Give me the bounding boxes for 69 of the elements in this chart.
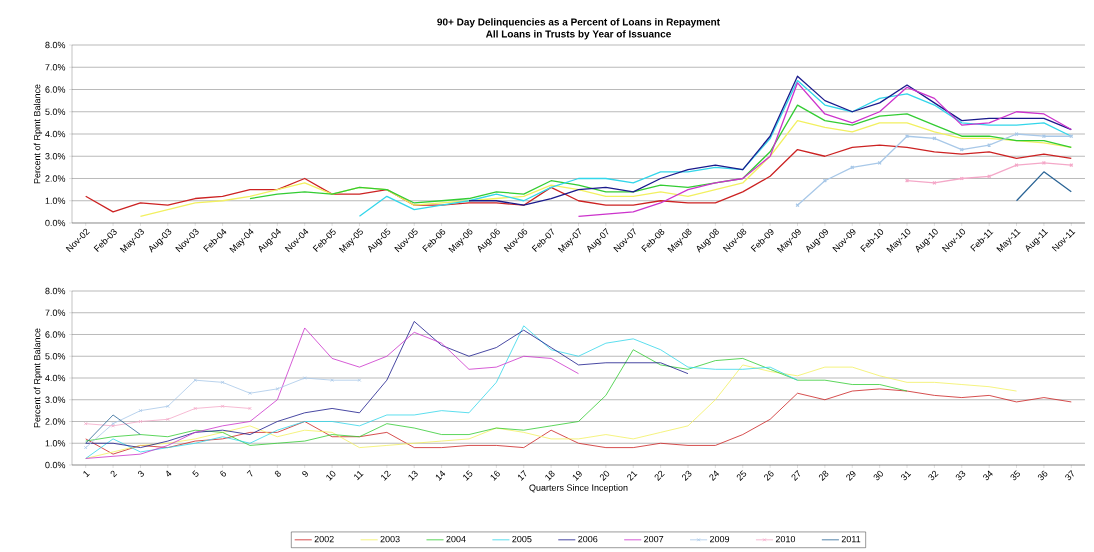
x-tick-label: 19 [572,470,582,481]
x-tick-label: 12 [381,470,391,481]
x-tick-label: 21 [627,471,638,481]
x-tick-label: 16 [490,470,500,481]
y-tick-label: 6.0% [45,86,66,93]
legend-label: 2006 [578,535,598,543]
x-tick-label: 37 [1065,470,1074,481]
x-tick-label: 35 [1010,470,1020,481]
x-tick-label: 20 [599,470,610,481]
legend-label: 2004 [446,535,466,543]
y-tick-label: 7.0% [45,64,66,71]
x-tick-label: 13 [408,470,418,481]
legend-label: 2005 [512,535,532,543]
y-tick-label: 3.0% [45,153,66,160]
y-tick-label: 6.0% [45,331,66,338]
x-tick-label: 28 [818,470,829,481]
x-tick-label: 15 [463,470,473,481]
x-tick-label: 11 [354,471,364,481]
x-tick-label: 33 [955,470,966,481]
x-tick-label: 17 [517,470,527,481]
legend-label: 2003 [380,535,400,543]
legend-label: 2002 [314,535,334,543]
x-tick-label: 14 [435,470,446,481]
x-tick-label: 25 [736,470,747,481]
y-axis-title: Percent of Rpmt Balance [33,328,43,428]
y-tick-label: 3.0% [45,396,66,403]
y-tick-label: 0.0% [45,461,66,469]
x-tick-label: 7 [246,470,253,477]
x-tick-label: 10 [326,470,336,481]
y-tick-label: 4.0% [45,130,66,138]
x-tick-label: 2 [110,470,118,478]
x-tick-label: 36 [1037,470,1048,481]
legend-label: 2010 [775,535,796,543]
y-tick-label: 0.0% [45,219,66,227]
x-tick-label: 31 [900,471,912,481]
x-tick-label: 27 [791,470,801,481]
y-tick-label: 7.0% [45,309,66,316]
y-tick-label: 8.0% [45,41,66,49]
x-tick-label: 24 [709,470,720,481]
y-axis-title: Percent of Rpmt Balance [33,84,43,184]
y-tick-label: 5.0% [45,108,66,115]
x-tick-label: 29 [846,470,856,481]
x-tick-label: 23 [682,470,692,481]
legend-label: 2011 [841,535,861,543]
x-tick-label: 8 [274,470,281,477]
x-tick-label: 4 [166,470,172,477]
legend-label: 2009 [709,535,730,543]
chart-subtitle: All Loans in Trusts by Year of Issuance [485,30,671,40]
x-tick-label: 26 [764,470,774,481]
x-tick-label: 5 [192,470,199,477]
x-tick-label: 18 [545,470,555,481]
y-tick-label: 2.0% [45,175,66,182]
y-tick-label: 5.0% [45,353,66,360]
x-tick-label: 30 [873,470,883,481]
x-tick-label: 32 [928,470,939,481]
y-tick-label: 8.0% [45,287,66,295]
x-tick-label: 34 [983,470,993,481]
legend-label: 2007 [644,535,664,543]
x-axis-title: Quarters Since Inception [529,484,628,493]
chart-title: 90+ Day Delinquencies as a Percent of Loans in Repayment [437,18,720,28]
y-tick-label: 2.0% [45,418,66,425]
x-tick-label: 3 [137,470,144,477]
x-tick-label: 9 [302,470,308,477]
x-tick-label: 1 [83,471,90,478]
y-tick-label: 1.0% [45,197,66,204]
x-tick-label: 6 [220,470,227,477]
y-tick-label: 4.0% [45,374,66,382]
x-tick-label: 22 [654,470,665,481]
y-tick-label: 1.0% [45,440,66,447]
